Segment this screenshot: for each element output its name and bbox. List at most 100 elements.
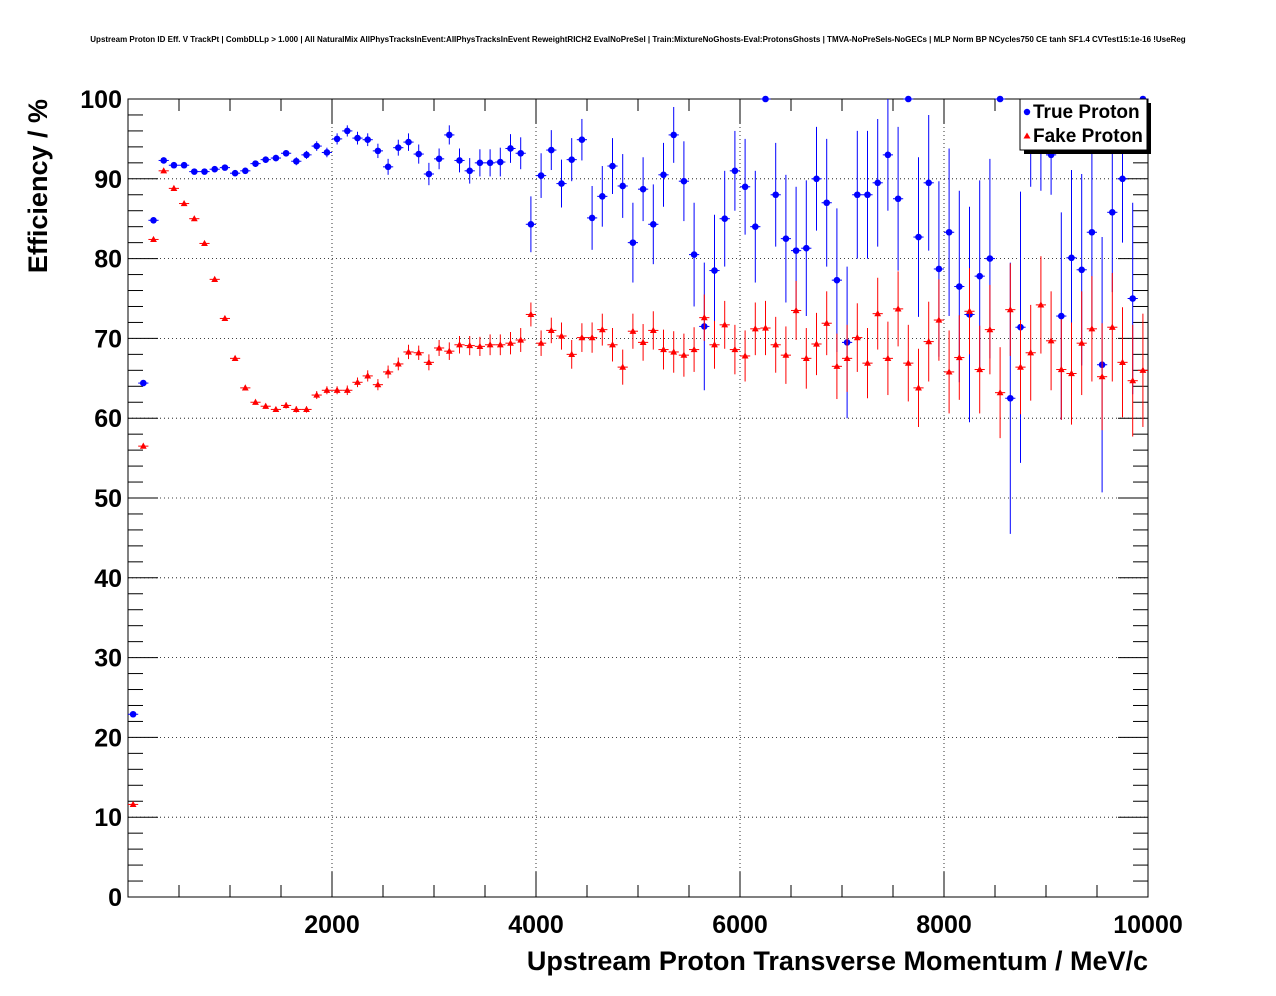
fake-proton-point (1086, 276, 1097, 382)
true-proton-point (648, 184, 659, 265)
fake-proton-marker (986, 326, 994, 333)
fake-proton-point (638, 324, 649, 361)
true-proton-marker (639, 185, 647, 193)
true-proton-point (219, 164, 230, 171)
x-tick-label: 6000 (712, 911, 768, 939)
true-proton-marker (160, 157, 167, 164)
fake-proton-point (128, 800, 139, 808)
true-proton-marker (599, 193, 606, 200)
true-proton-point (464, 158, 475, 184)
true-proton-marker (384, 163, 392, 171)
fake-proton-marker (649, 326, 657, 334)
fake-proton-point (464, 336, 475, 356)
true-proton-point (780, 174, 791, 303)
fake-proton-point (913, 348, 924, 427)
true-proton-point (658, 142, 669, 207)
fake-proton-point (740, 330, 751, 382)
fake-proton-marker (252, 398, 259, 405)
fake-proton-point (648, 311, 659, 350)
true-proton-point (546, 130, 557, 171)
fake-proton-point (801, 328, 812, 389)
fake-proton-marker (1057, 365, 1065, 373)
fake-proton-point (1137, 313, 1148, 427)
fake-proton-marker (874, 310, 882, 317)
true-proton-point (301, 150, 312, 159)
fake-proton-point (362, 370, 373, 382)
true-proton-point (831, 208, 842, 352)
true-proton-marker (660, 171, 667, 179)
true-proton-marker (221, 164, 229, 171)
fake-proton-point (852, 303, 863, 372)
fake-proton-point (1127, 324, 1138, 437)
fake-proton-marker (833, 362, 841, 369)
true-proton-point (158, 157, 169, 164)
true-proton-marker (405, 138, 412, 146)
fake-proton-point (536, 330, 547, 356)
true-proton-point (913, 157, 924, 317)
true-proton-point (505, 134, 516, 163)
fake-proton-point (546, 317, 557, 344)
true-proton-point (872, 118, 883, 247)
true-proton-marker (1078, 266, 1085, 274)
fake-proton-marker (303, 405, 310, 413)
fake-proton-point (291, 405, 302, 413)
y-tick-label: 60 (94, 405, 122, 433)
true-proton-point (893, 126, 904, 271)
fake-proton-marker (313, 391, 321, 398)
fake-proton-point (209, 275, 220, 282)
true-proton-marker (282, 149, 290, 157)
true-proton-point (342, 125, 353, 137)
fake-proton-point (729, 324, 740, 375)
true-proton-point (250, 160, 261, 167)
fake-proton-marker (792, 306, 800, 314)
fake-proton-point (842, 324, 853, 392)
fake-proton-marker (343, 386, 351, 393)
true-proton-marker (170, 161, 178, 169)
true-proton-marker (1109, 209, 1116, 216)
fake-proton-marker (435, 344, 443, 351)
fake-proton-marker (619, 363, 627, 370)
true-proton-marker (721, 215, 728, 222)
fake-proton-marker (364, 372, 372, 379)
fake-proton-point (1107, 272, 1118, 382)
true-proton-marker (905, 95, 912, 103)
legend-marker-fake-proton (1023, 132, 1031, 139)
fake-proton-point (760, 300, 771, 356)
fake-proton-marker (598, 326, 606, 333)
fake-proton-marker (547, 326, 555, 334)
true-proton-marker (1119, 175, 1126, 183)
fake-proton-point (1005, 263, 1016, 356)
fake-proton-point (525, 302, 536, 327)
fake-proton-marker (966, 307, 973, 314)
legend-marker-true-proton (1023, 108, 1031, 116)
true-proton-marker (782, 235, 790, 242)
fake-proton-point (699, 294, 710, 341)
fake-proton-point (882, 321, 893, 396)
fake-proton-point (872, 277, 883, 350)
fake-proton-marker (374, 381, 382, 388)
fake-proton-marker (282, 401, 290, 409)
true-proton-point (852, 130, 863, 259)
fake-proton-marker (221, 314, 229, 322)
true-proton-marker (568, 156, 575, 163)
true-proton-point (179, 161, 190, 169)
true-proton-marker (864, 191, 871, 199)
fake-proton-marker (241, 384, 249, 391)
fake-proton-marker (1139, 366, 1147, 373)
fake-proton-point (189, 215, 200, 222)
true-proton-point (536, 153, 547, 198)
fake-proton-point (505, 332, 516, 355)
true-proton-marker (201, 168, 208, 175)
fake-proton-point (791, 280, 802, 340)
fake-proton-point (944, 330, 955, 414)
fake-proton-point (332, 386, 343, 395)
fake-proton-marker (690, 345, 698, 353)
fake-proton-point (1056, 319, 1067, 420)
fake-proton-marker (843, 354, 851, 361)
fake-proton-marker (925, 337, 933, 345)
fake-proton-point (515, 328, 526, 352)
true-proton-marker (945, 228, 953, 236)
true-proton-point (668, 106, 679, 163)
fake-proton-marker (1078, 339, 1086, 346)
